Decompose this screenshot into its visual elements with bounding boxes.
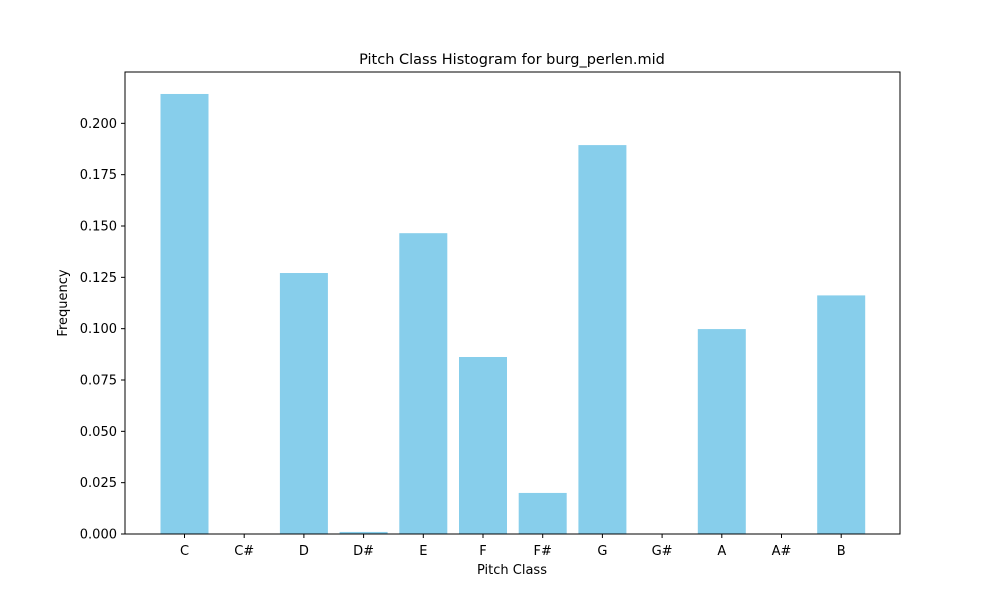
x-tick-label: C (180, 544, 189, 559)
y-tick-label: 0.125 (80, 271, 117, 286)
x-tick-label: C# (234, 544, 254, 559)
x-tick-label: G# (652, 544, 673, 559)
y-tick-label: 0.100 (80, 322, 117, 337)
bar-a (697, 329, 746, 534)
x-tick-label: D# (353, 544, 374, 559)
y-axis: 0.000 0.025 0.050 0.075 0.100 0.125 0.150 0.175… (80, 117, 125, 543)
y-tick-label: 0.200 (80, 117, 117, 132)
y-axis-label: Frequency (56, 269, 71, 336)
bars-layer (160, 93, 866, 535)
plot-frame (124, 71, 901, 535)
y-tick-label: 0.175 (80, 168, 117, 183)
x-tick-label: E (419, 544, 427, 559)
bar-b (817, 295, 866, 534)
x-tick-label: F# (534, 544, 552, 559)
y-tick-label: 0.150 (80, 220, 117, 235)
y-tick-label: 0.000 (80, 528, 117, 543)
bar-c (160, 93, 209, 534)
bar-f (459, 357, 507, 534)
y-tick-label: 0.075 (80, 374, 117, 389)
x-tick-label: A# (772, 544, 792, 559)
x-tick-label: B (837, 544, 846, 559)
x-tick-label: A (717, 544, 726, 559)
y-tick-label: 0.025 (80, 476, 117, 491)
x-axis-label: Pitch Class (477, 563, 547, 578)
x-axis: C C# D D# E F F# G G# A A# B (180, 534, 846, 559)
x-tick-label: G (597, 544, 607, 559)
y-tick-label: 0.050 (80, 425, 117, 440)
bar-d-sharp (339, 531, 388, 534)
bar-f-sharp (518, 492, 567, 534)
x-tick-label: D (299, 544, 309, 559)
chart-title: Pitch Class Histogram for burg_perlen.mi… (359, 52, 665, 68)
bar-e (399, 233, 448, 535)
x-tick-label: F (479, 544, 486, 559)
bar-g (578, 145, 627, 534)
bar-d (279, 273, 328, 534)
